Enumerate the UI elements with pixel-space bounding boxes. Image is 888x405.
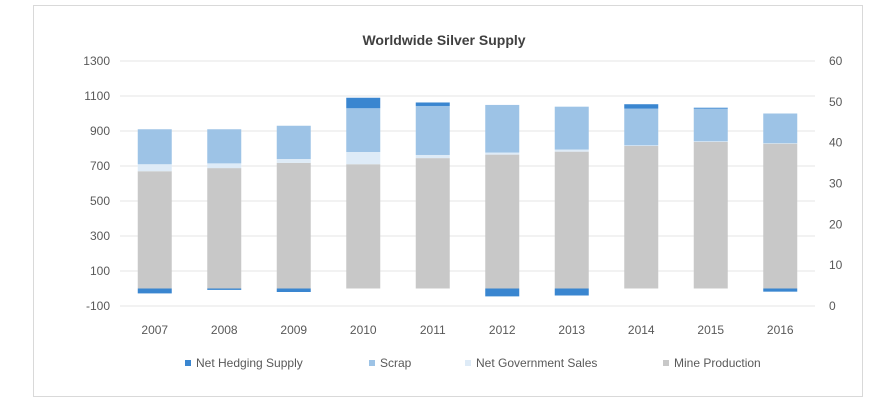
legend-item: Net Government Sales — [465, 356, 597, 370]
y-tick-label: 100 — [90, 264, 110, 278]
bar-segment — [763, 143, 798, 289]
bar-segment — [137, 171, 172, 289]
y2-tick-label: 60 — [829, 54, 843, 68]
bar-segment — [276, 288, 311, 292]
bar-segment — [693, 108, 728, 142]
legend-swatch — [185, 360, 191, 366]
y-tick-label: 1100 — [84, 89, 110, 103]
legend-item: Net Hedging Supply — [185, 356, 303, 370]
legend-swatch — [369, 360, 375, 366]
bar-segment — [137, 129, 172, 165]
y2-tick-label: 20 — [829, 217, 843, 231]
y2-tick-label: 30 — [829, 177, 843, 191]
bar-segment — [415, 154, 450, 159]
x-tick-label: 2012 — [489, 323, 516, 337]
bar-segment — [485, 154, 520, 289]
y-tick-label: 1300 — [83, 54, 110, 68]
bar-segment — [554, 106, 589, 150]
legend-swatch — [465, 360, 471, 366]
bar-segment — [554, 288, 589, 296]
bar-segment — [137, 288, 172, 294]
bar-segment — [346, 152, 381, 165]
legend-item: Mine Production — [663, 356, 761, 370]
bar-segment — [276, 159, 311, 163]
y-tick-label: 300 — [90, 229, 110, 243]
bar-segment — [276, 125, 311, 159]
bar-segment — [624, 145, 659, 289]
bar-segment — [207, 163, 242, 169]
legend-label: Mine Production — [674, 356, 761, 370]
x-tick-label: 2008 — [211, 323, 238, 337]
x-tick-label: 2016 — [767, 323, 794, 337]
bar-segment — [415, 105, 450, 155]
bar-segment — [346, 108, 381, 152]
y-tick-label: 500 — [90, 194, 110, 208]
bar-segment — [554, 149, 589, 152]
bar-segment — [763, 288, 798, 292]
x-tick-label: 2011 — [420, 323, 446, 337]
bar-segment — [693, 107, 728, 109]
legend-label: Net Hedging Supply — [196, 356, 303, 370]
bar-segment — [624, 108, 659, 146]
x-tick-label: 2010 — [350, 323, 377, 337]
bar-segment — [763, 113, 798, 144]
bar-segment — [207, 168, 242, 289]
y2-tick-label: 10 — [829, 258, 843, 272]
bar-segment — [693, 141, 728, 289]
legend-label: Net Government Sales — [476, 356, 598, 370]
legend-label: Scrap — [380, 356, 412, 370]
bar-segment — [624, 145, 659, 146]
y-tick-label: -100 — [86, 299, 110, 313]
x-tick-label: 2014 — [628, 323, 655, 337]
bar-segment — [346, 97, 381, 109]
legend-item: Scrap — [369, 356, 411, 370]
bar-segment — [763, 143, 798, 144]
y-tick-label: 700 — [90, 159, 110, 173]
bar-segment — [693, 141, 728, 142]
chart-legend: Net Hedging Supply Scrap Net Government Sa… — [0, 356, 888, 372]
bar-segment — [346, 164, 381, 289]
bar-segment — [624, 104, 659, 109]
bar-segment — [207, 129, 242, 164]
bar-segment — [415, 158, 450, 289]
bar-segment — [485, 288, 520, 297]
bar-segment — [137, 164, 172, 172]
chart-title: Worldwide Silver Supply — [362, 32, 526, 48]
bar-segment — [207, 288, 242, 290]
bar-segment — [554, 151, 589, 289]
legend-swatch — [663, 360, 669, 366]
x-tick-label: 2007 — [141, 323, 168, 337]
bar-segment — [415, 102, 450, 106]
y2-tick-label: 0 — [829, 299, 836, 313]
x-tick-label: 2009 — [280, 323, 307, 337]
y2-tick-label: 50 — [829, 95, 843, 109]
x-tick-label: 2013 — [558, 323, 585, 337]
bar-segment — [485, 104, 520, 153]
y-tick-label: 900 — [90, 124, 110, 138]
y2-tick-label: 40 — [829, 136, 843, 150]
bar-segment — [276, 162, 311, 289]
bar-segment — [485, 152, 520, 155]
x-tick-label: 2015 — [697, 323, 724, 337]
